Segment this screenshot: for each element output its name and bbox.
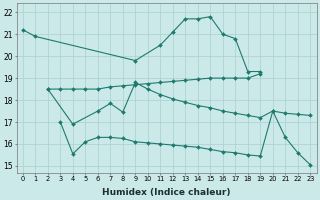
X-axis label: Humidex (Indice chaleur): Humidex (Indice chaleur) — [102, 188, 231, 197]
